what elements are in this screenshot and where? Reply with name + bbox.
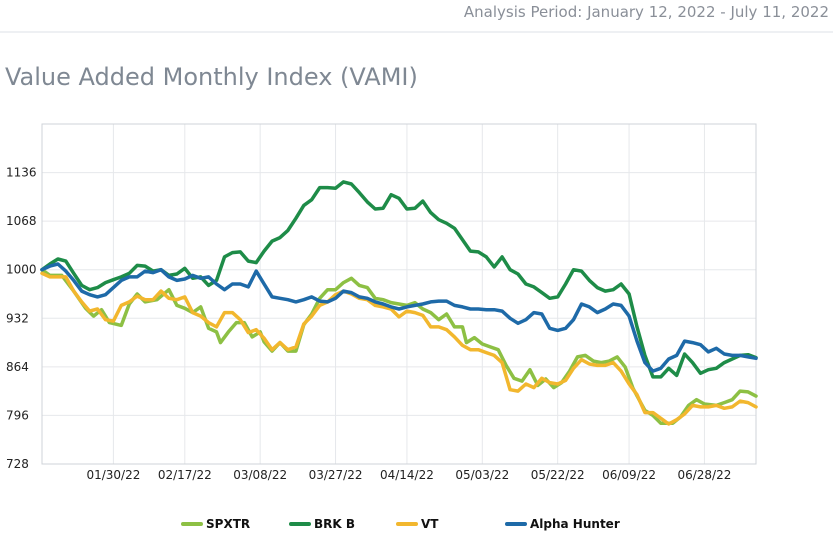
series-lines	[40, 180, 758, 426]
x-tick-label: 05/03/22	[455, 468, 509, 482]
y-tick-label: 1068	[6, 214, 37, 228]
series-line-alpha-hunter	[40, 262, 758, 373]
legend[interactable]: SPXTR BRK B VT Alpha Hunter	[181, 517, 620, 531]
series-line-vt	[40, 271, 758, 426]
plot-area	[41, 123, 757, 465]
x-tick-label: 06/28/22	[677, 468, 731, 482]
legend-label: Alpha Hunter	[530, 517, 620, 531]
x-tick-label: 03/27/22	[309, 468, 363, 482]
x-tick-label: 04/14/22	[380, 468, 434, 482]
x-tick-label: 01/30/22	[86, 468, 140, 482]
legend-item-vt[interactable]: VT	[396, 517, 439, 531]
legend-item-spxtr[interactable]: SPXTR	[181, 517, 250, 531]
header-divider	[0, 31, 833, 33]
y-tick-label: 864	[6, 360, 29, 374]
y-tick-label: 728	[6, 457, 29, 471]
x-tick-label: 06/09/22	[602, 468, 656, 482]
y-tick-label: 932	[6, 311, 29, 325]
x-tick-label: 02/17/22	[158, 468, 212, 482]
x-axis-ticks: 01/30/22 02/17/22 03/08/22 03/27/22 04/14/22…	[86, 468, 731, 482]
legend-label: VT	[421, 517, 439, 531]
legend-item-alpha-hunter[interactable]: Alpha Hunter	[505, 517, 620, 531]
series-line-spxtr	[40, 267, 758, 426]
x-tick-label: 05/22/22	[531, 468, 585, 482]
y-axis-ticks: 728 796 864 932 1000 1068 1136	[6, 166, 37, 471]
analysis-period: Analysis Period: January 12, 2022 - July…	[463, 3, 829, 21]
x-tick-label: 03/08/22	[233, 468, 287, 482]
y-tick-label: 796	[6, 408, 29, 422]
y-tick-label: 1136	[6, 166, 37, 180]
chart-title: Value Added Monthly Index (VAMI)	[5, 63, 418, 91]
series-line-brk-b	[40, 180, 758, 379]
legend-item-brk-b[interactable]: BRK B	[289, 517, 355, 531]
legend-label: SPXTR	[206, 517, 250, 531]
y-tick-label: 1000	[6, 263, 37, 277]
legend-label: BRK B	[314, 517, 355, 531]
